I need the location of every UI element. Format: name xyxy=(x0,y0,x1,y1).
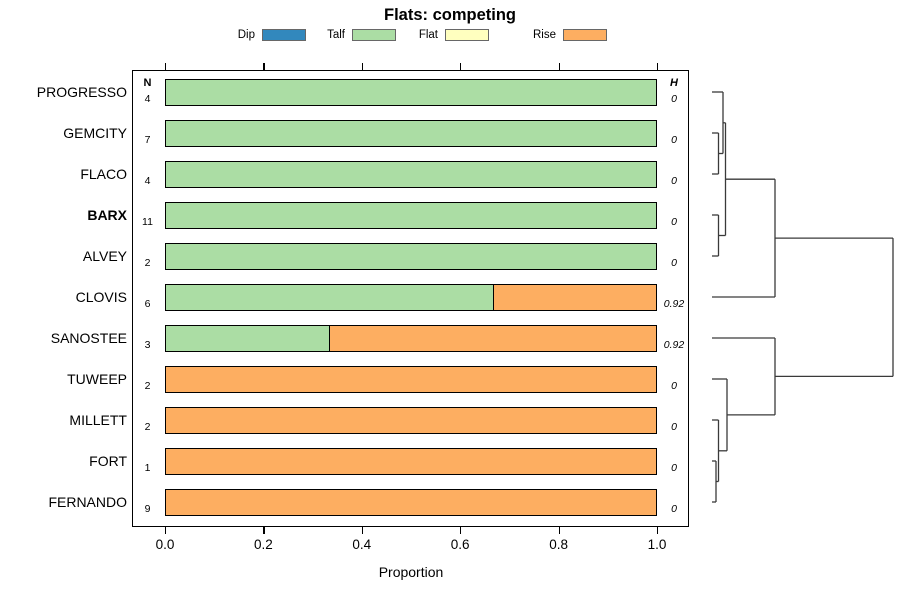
row-label: TUWEEP xyxy=(67,371,127,387)
h-value: 0 xyxy=(671,215,677,228)
x-axis-tick xyxy=(558,527,560,534)
bar-row xyxy=(165,365,657,393)
n-value: 3 xyxy=(144,338,151,351)
n-value: 7 xyxy=(144,133,151,146)
bar-row xyxy=(165,406,657,434)
bar-row xyxy=(165,160,657,188)
bar-segment-talf xyxy=(166,202,656,228)
bar-segment-rise xyxy=(329,325,656,351)
legend-item: Rise xyxy=(496,27,607,42)
plot-frame xyxy=(132,70,689,527)
legend-item: Flat xyxy=(378,27,489,42)
h-value: 0 xyxy=(671,502,677,515)
row-label: FLACO xyxy=(80,166,127,182)
row-label: ALVEY xyxy=(82,248,127,264)
bar-row xyxy=(165,283,657,311)
x-tick-label: 0.4 xyxy=(352,537,372,552)
legend-swatch xyxy=(262,28,306,41)
bar-row xyxy=(165,488,657,516)
bar-segment-talf xyxy=(166,325,330,351)
n-value: 9 xyxy=(144,502,151,515)
bar-row xyxy=(165,447,657,475)
bar-segment-talf xyxy=(166,79,656,105)
x-tick-label: 0.0 xyxy=(155,537,175,552)
x-axis-tick-top xyxy=(165,63,167,70)
legend-label: Rise xyxy=(532,28,556,41)
x-axis-tick-top xyxy=(361,63,364,70)
n-value: 11 xyxy=(142,215,153,228)
n-value: 4 xyxy=(144,174,151,187)
h-value: 0 xyxy=(671,133,677,146)
h-value: 0.92 xyxy=(663,338,685,351)
x-tick-label: 1.0 xyxy=(647,537,667,552)
n-value: 1 xyxy=(144,461,151,474)
legend-item: Dip xyxy=(195,27,306,42)
legend-swatch xyxy=(352,28,396,41)
x-axis-tick xyxy=(361,527,364,534)
row-label: FORT xyxy=(89,453,127,469)
bar-segment-rise xyxy=(166,366,656,392)
bar-segment-talf xyxy=(166,161,656,187)
bar-segment-rise xyxy=(166,489,656,515)
bar-row xyxy=(165,242,657,270)
legend-label: Dip xyxy=(237,28,255,41)
n-value: 2 xyxy=(144,256,151,269)
x-axis-tick-top xyxy=(657,63,659,70)
h-value: 0.92 xyxy=(663,297,685,310)
h-value: 0 xyxy=(671,174,677,187)
legend-label: Talf xyxy=(327,28,345,41)
n-value: 2 xyxy=(144,420,151,433)
x-axis-tick-top xyxy=(558,63,560,70)
x-axis-tick xyxy=(263,527,265,534)
x-axis-label: Proportion xyxy=(378,564,444,580)
row-label: SANOSTEE xyxy=(50,330,127,346)
legend-swatch xyxy=(445,28,489,41)
h-column-header: H xyxy=(670,77,678,89)
n-value: 4 xyxy=(144,92,151,105)
row-label: FERNANDO xyxy=(48,494,127,510)
n-value: 2 xyxy=(144,379,151,392)
x-axis-tick-top xyxy=(460,63,462,70)
bar-row xyxy=(165,78,657,106)
h-value: 0 xyxy=(671,420,677,433)
x-axis-tick xyxy=(460,527,462,534)
h-value: 0 xyxy=(671,256,677,269)
bar-segment-rise xyxy=(166,407,656,433)
x-tick-label: 0.2 xyxy=(254,537,273,552)
row-label: MILLETT xyxy=(69,412,127,428)
row-label: GEMCITY xyxy=(63,125,127,141)
x-axis-tick xyxy=(657,527,659,534)
legend-item: Talf xyxy=(285,27,396,42)
x-tick-label: 0.8 xyxy=(549,537,568,552)
x-axis-tick-top xyxy=(263,63,265,70)
bar-segment-talf xyxy=(166,284,493,310)
row-label: CLOVIS xyxy=(75,289,127,305)
x-axis-tick xyxy=(165,527,167,534)
x-tick-label: 0.6 xyxy=(450,537,470,552)
h-value: 0 xyxy=(671,92,677,105)
h-value: 0 xyxy=(671,379,677,392)
legend-swatch xyxy=(563,28,607,41)
chart-title: Flats: competing xyxy=(383,6,516,24)
bar-row xyxy=(165,324,657,352)
bar-segment-talf xyxy=(166,120,656,146)
bar-segment-talf xyxy=(166,243,656,269)
row-label: BARX xyxy=(87,207,127,223)
bar-segment-rise xyxy=(492,284,656,310)
h-value: 0 xyxy=(671,461,677,474)
n-column-header: N xyxy=(143,77,152,89)
row-label: PROGRESSO xyxy=(36,84,127,100)
legend-label: Flat xyxy=(418,28,438,41)
bar-row xyxy=(165,201,657,229)
n-value: 6 xyxy=(144,297,151,310)
bar-segment-rise xyxy=(166,448,656,474)
bar-row xyxy=(165,119,657,147)
